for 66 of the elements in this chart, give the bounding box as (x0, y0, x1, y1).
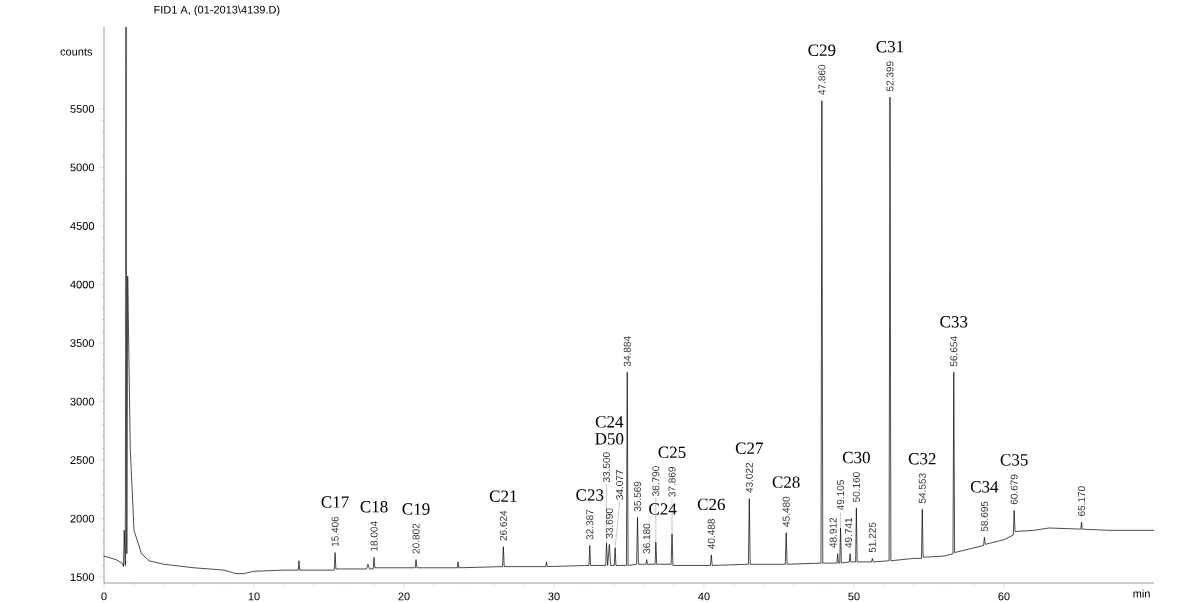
y-tick-label: 4500 (70, 222, 95, 230)
annotation: 49.105 (837, 480, 845, 511)
annotation: 51.225 (868, 522, 876, 553)
annotation: C19 (402, 503, 430, 515)
annotation: 36.180 (643, 523, 651, 554)
annotation: 60.679 (1010, 474, 1018, 505)
annotation: 43.022 (745, 462, 753, 493)
annotation: C31 (876, 41, 904, 53)
y-tick-label: 5000 (70, 163, 95, 172)
annotation: C34 (970, 481, 999, 493)
annotation: C33 (940, 316, 968, 328)
y-tick-label: 1500 (70, 573, 95, 582)
y-tick-label: 3500 (70, 339, 95, 347)
annotation: D50 (595, 433, 624, 445)
annotation: 48.912 (829, 517, 837, 548)
x-tick-label: 10 (248, 592, 260, 601)
annotation: 34.884 (623, 336, 631, 367)
annotation: 56.654 (950, 336, 958, 367)
annotation: 50.160 (852, 472, 860, 502)
annotation: C26 (697, 498, 725, 511)
annotation: 40.488 (707, 519, 715, 549)
x-tick-label: 50 (848, 592, 860, 601)
annotation: C18 (360, 500, 388, 513)
annotation: C24 (595, 416, 624, 428)
chart-title: FID1 A, (01-2013\4139.D) (154, 5, 280, 16)
annotation: 49.741 (845, 517, 853, 548)
annotation: 32.387 (586, 509, 594, 540)
x-tick-label: 40 (698, 592, 710, 601)
y-axis-title: counts (60, 48, 93, 56)
annotation: 36.790 (652, 466, 660, 496)
annotation: C28 (772, 476, 800, 488)
annotation: 33.500 (602, 452, 611, 483)
annotation: 58.695 (980, 501, 988, 532)
annotation: 47.860 (818, 64, 826, 95)
annotation: 34.077 (616, 470, 624, 500)
annotation: C21 (489, 490, 517, 502)
x-tick-label: 60 (998, 592, 1010, 601)
annotation: 45.480 (782, 496, 790, 527)
annotation: 65.170 (1077, 486, 1086, 516)
x-tick-label: 0 (101, 592, 107, 601)
x-axis-title: min (1133, 589, 1150, 598)
annotation: C25 (658, 446, 686, 459)
x-tick-label: 30 (548, 592, 560, 601)
annotation: C27 (735, 442, 763, 454)
annotation: C30 (842, 451, 870, 464)
annotation: 54.553 (918, 473, 926, 504)
annotation: 26.624 (499, 510, 507, 541)
annotation: C17 (321, 496, 349, 508)
y-tick-label: 3000 (70, 397, 95, 406)
y-tick-label: 4000 (70, 280, 95, 289)
annotation: 20.802 (412, 523, 420, 554)
annotation: 15.406 (331, 516, 339, 547)
x-tick-label: 20 (398, 592, 410, 601)
annotation: C29 (808, 44, 836, 56)
annotation: C24 (649, 503, 677, 515)
annotation: C23 (576, 489, 604, 501)
y-tick-label: 5500 (70, 105, 95, 113)
annotation: 37.869 (668, 467, 676, 497)
annotation: 33.690 (605, 508, 613, 539)
annotation: C32 (908, 453, 936, 465)
y-tick-label: 2000 (70, 514, 95, 523)
annotation: 52.399 (886, 61, 894, 92)
y-tick-label: 2500 (70, 456, 95, 464)
annotation: C35 (1000, 454, 1028, 466)
annotation: 18.004 (370, 521, 378, 551)
annotation: 35.569 (633, 481, 642, 512)
